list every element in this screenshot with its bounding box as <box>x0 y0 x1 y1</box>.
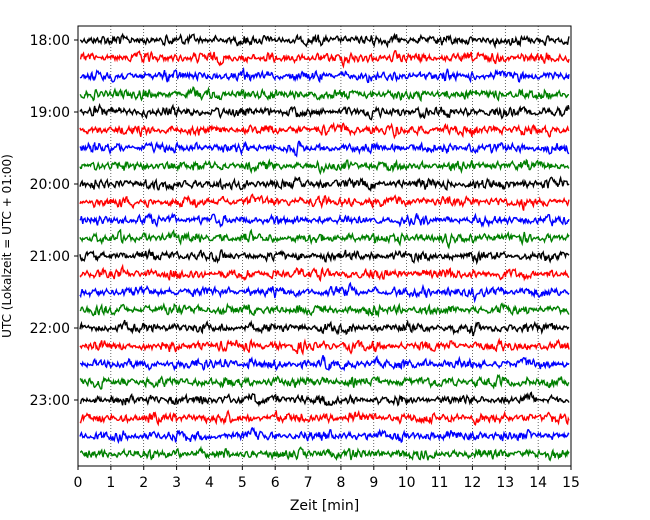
x-tick-label-9: 9 <box>369 475 378 491</box>
y-tick-label-3: 21:00 <box>30 249 70 265</box>
trace-row-2230 <box>79 354 570 372</box>
x-tick-label-15: 15 <box>562 475 580 491</box>
y-tick-label-0: 18:00 <box>30 33 70 49</box>
x-axis-ticks: 0 1 2 3 4 5 6 7 8 9 10 11 12 13 14 15 <box>74 466 580 491</box>
x-tick-label-8: 8 <box>336 475 345 491</box>
trace-row-2000 <box>79 175 570 193</box>
vertical-grid <box>110 26 539 466</box>
y-axis-label: UTC (Lokalzeit = UTC + 01:00) <box>0 154 14 338</box>
trace-row-2245 <box>79 373 570 390</box>
trace-row-2045 <box>79 228 570 250</box>
x-tick-label-12: 12 <box>463 475 481 491</box>
trace-row-2100 <box>79 247 570 266</box>
trace-row-1900 <box>79 102 570 121</box>
trace-row-1830 <box>79 66 570 84</box>
trace-row-2345 <box>80 445 570 462</box>
y-tick-label-1: 19:00 <box>30 105 70 121</box>
x-tick-label-7: 7 <box>304 475 313 491</box>
trace-row-2030 <box>79 211 570 229</box>
y-tick-label-4: 22:00 <box>30 321 70 337</box>
seismic-traces <box>79 32 570 462</box>
plot-background <box>78 26 571 466</box>
trace-row-1845 <box>79 85 570 103</box>
y-axis-ticks: 18:00 19:00 20:00 21:00 22:00 23:00 <box>30 33 78 409</box>
trace-row-2215 <box>79 337 570 356</box>
trace-row-2130 <box>79 281 570 304</box>
y-tick-label-2: 20:00 <box>30 177 70 193</box>
x-tick-label-14: 14 <box>529 475 547 491</box>
x-tick-label-1: 1 <box>106 475 115 491</box>
x-tick-label-11: 11 <box>431 475 449 491</box>
x-tick-label-13: 13 <box>496 475 514 491</box>
trace-row-1815 <box>79 49 570 69</box>
trace-row-2200 <box>79 319 570 337</box>
x-tick-label-5: 5 <box>238 475 247 491</box>
x-tick-label-10: 10 <box>398 475 416 491</box>
plot-frame <box>77 25 572 467</box>
x-axis-label: Zeit [min] <box>290 498 359 514</box>
trace-row-1915 <box>79 121 570 140</box>
trace-row-1945 <box>79 158 570 176</box>
trace-row-2315 <box>79 409 570 427</box>
trace-row-2015 <box>79 193 570 211</box>
trace-row-2300 <box>79 391 570 408</box>
trace-row-1930 <box>79 140 570 158</box>
x-tick-label-3: 3 <box>172 475 181 491</box>
x-tick-label-2: 2 <box>139 475 148 491</box>
x-tick-label-4: 4 <box>205 475 214 491</box>
x-tick-label-0: 0 <box>74 475 83 491</box>
trace-row-2115 <box>79 263 570 283</box>
x-tick-label-6: 6 <box>271 475 280 491</box>
trace-row-2330 <box>79 427 570 445</box>
y-tick-label-5: 23:00 <box>30 393 70 409</box>
trace-row-1800 <box>79 32 570 50</box>
trace-row-2145 <box>79 302 570 318</box>
